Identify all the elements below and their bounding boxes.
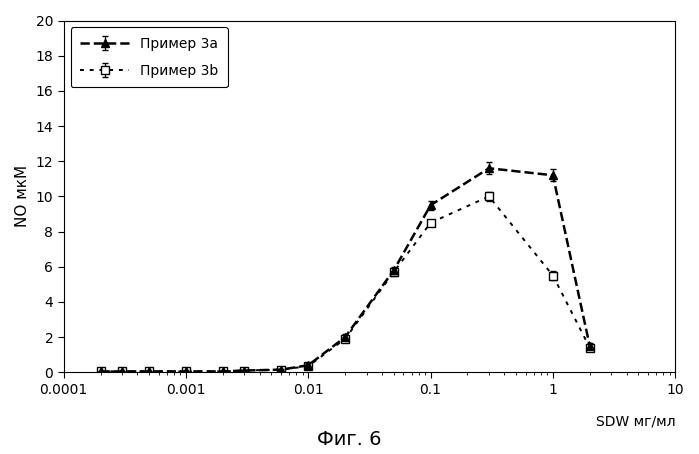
Text: SDW мг/мл: SDW мг/мл	[596, 415, 675, 429]
Text: Фиг. 6: Фиг. 6	[317, 430, 382, 449]
Legend: Пример 3a, Пример 3b: Пример 3a, Пример 3b	[71, 27, 228, 87]
Y-axis label: NO мкМ: NO мкМ	[15, 165, 30, 227]
